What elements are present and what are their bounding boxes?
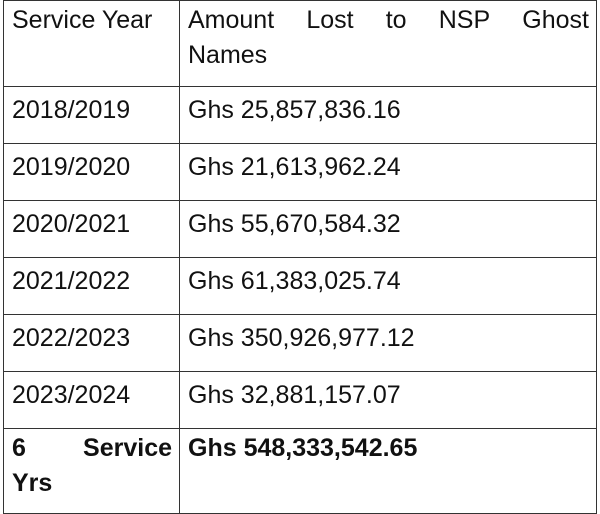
cell-year: 2018/2019 [3,86,180,144]
cell-amount: Ghs 350,926,977.12 [179,314,597,372]
header-word: to [385,6,407,34]
ghost-names-table: Service Year Amount Lost to NSP Ghost Na… [3,0,597,514]
ghost-names-table-container: Service Year Amount Lost to NSP Ghost Na… [3,0,597,514]
table-row: 2019/2020 Ghs 21,613,962.24 [3,143,597,201]
cell-year: 2023/2024 [3,371,180,429]
total-amount: Ghs 548,333,542.65 [179,428,597,514]
header-service-year: Service Year [3,0,180,87]
total-label-word: Service [83,434,172,462]
cell-amount: Ghs 61,383,025.74 [179,257,597,315]
header-row: Service Year Amount Lost to NSP Ghost Na… [3,0,597,87]
cell-year: 2021/2022 [3,257,180,315]
header-word: Ghost [522,6,589,34]
header-word: NSP [438,6,491,34]
header-amount-lost: Amount Lost to NSP Ghost Names [179,0,597,87]
total-row: 6 Service Yrs Ghs 548,333,542.65 [3,428,597,514]
header-amount-line2: Names [188,41,268,69]
table-row: 2022/2023 Ghs 350,926,977.12 [3,314,597,372]
table-row: 2023/2024 Ghs 32,881,157.07 [3,371,597,429]
header-word: Amount [188,6,275,34]
header-word: Lost [306,6,354,34]
header-amount-line1: Amount Lost to NSP Ghost [188,3,589,38]
cell-year: 2020/2021 [3,200,180,258]
table-row: 2021/2022 Ghs 61,383,025.74 [3,257,597,315]
cell-year: 2019/2020 [3,143,180,201]
cell-amount: Ghs 25,857,836.16 [179,86,597,144]
total-label: 6 Service Yrs [3,428,180,514]
table-row: 2018/2019 Ghs 25,857,836.16 [3,86,597,144]
header-service-year-text: Service Year [12,6,153,34]
table-row: 2020/2021 Ghs 55,670,584.32 [3,200,597,258]
cell-amount: Ghs 32,881,157.07 [179,371,597,429]
total-label-word: 6 [12,434,26,462]
cell-amount: Ghs 55,670,584.32 [179,200,597,258]
total-label-line2: Yrs [12,469,53,497]
total-label-line1: 6 Service [12,431,172,466]
cell-amount: Ghs 21,613,962.24 [179,143,597,201]
cell-year: 2022/2023 [3,314,180,372]
